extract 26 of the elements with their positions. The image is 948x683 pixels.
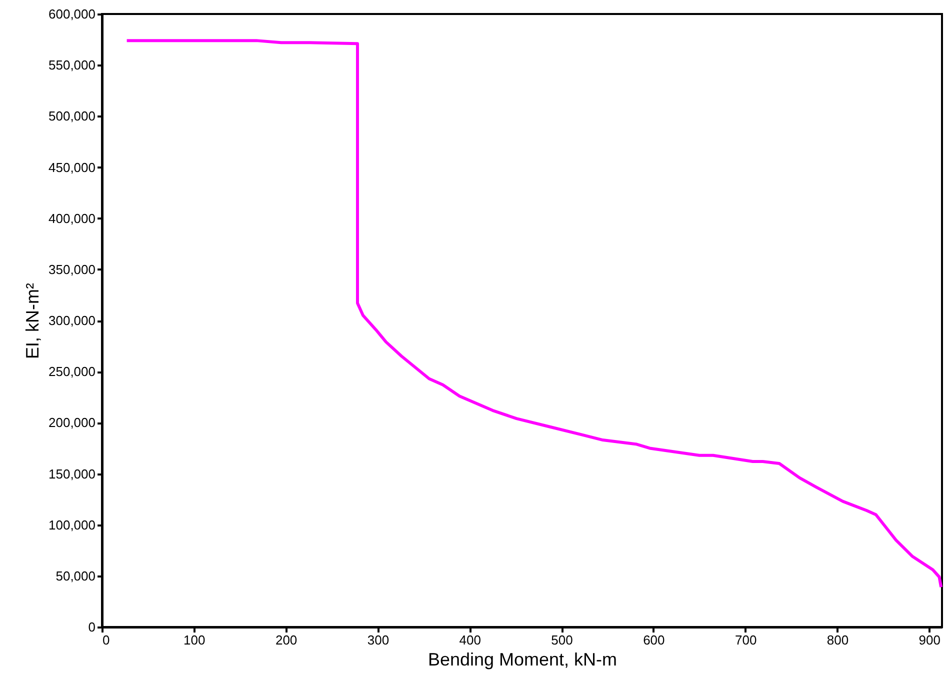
x-tick-label: 300 [367,632,390,648]
x-axis-title: Bending Moment, kN-m [428,650,618,670]
y-tick-label: 250,000 [48,364,96,380]
y-tick-label: 450,000 [48,160,96,175]
y-tick-label: 50,000 [56,568,96,584]
x-tick-label: 100 [184,632,206,648]
y-tick-label: 200,000 [48,415,96,430]
y-tick-label: 550,000 [48,58,96,73]
x-tick-label: 0 [102,632,110,648]
line-series [125,39,943,589]
y-tick-label: 100,000 [48,517,96,532]
y-tick-label: 300,000 [48,313,96,328]
x-tick-label: 800 [826,632,849,648]
y-tick-label: 400,000 [48,210,96,226]
x-tick-label: 500 [551,632,573,648]
y-tick-label: 0 [88,620,96,634]
x-tick-label: 200 [275,632,298,648]
x-tick-label: 400 [459,632,481,648]
y-tick-label: 350,000 [48,262,96,277]
y-axis-title: EI, kN-m² [22,283,43,359]
y-tick-label: 600,000 [48,6,96,22]
y-tick-label: 500,000 [48,108,96,124]
x-tick-label: 700 [734,632,757,648]
y-tick-label: 150,000 [48,466,96,482]
x-tick-label: 600 [643,632,665,648]
x-tick-label: 900 [918,632,940,648]
